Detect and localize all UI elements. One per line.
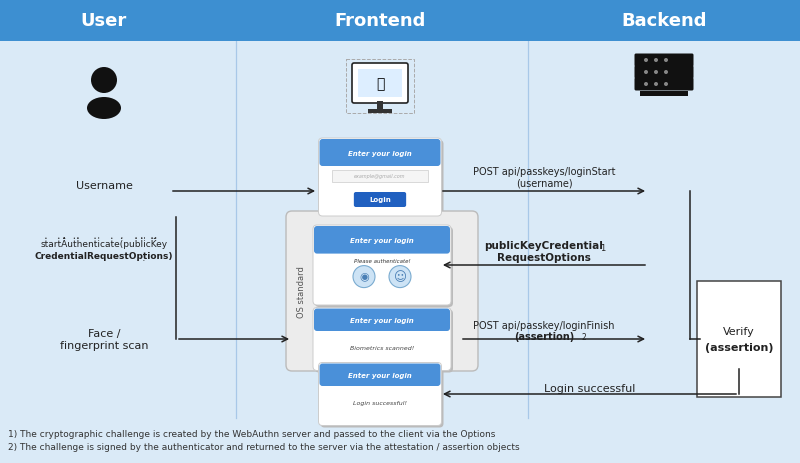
Text: startAuthenticate(publicKey: startAuthenticate(publicKey: [41, 238, 167, 257]
Text: (assertion): (assertion): [514, 332, 574, 341]
Ellipse shape: [87, 98, 121, 120]
Text: Login successful: Login successful: [544, 383, 636, 393]
FancyBboxPatch shape: [314, 309, 450, 332]
Bar: [0, 0, 800, 42]
Circle shape: [644, 71, 648, 75]
Text: OS standard: OS standard: [298, 265, 306, 317]
Text: 2) The challenge is signed by the authenticator and returned to the server via t: 2) The challenge is signed by the authen…: [8, 443, 520, 451]
Text: POST api/passkey/loginFinish: POST api/passkey/loginFinish: [474, 320, 614, 330]
Text: startAuthenticate(: startAuthenticate(: [62, 253, 146, 262]
FancyBboxPatch shape: [634, 66, 694, 79]
Text: Enter your login: Enter your login: [348, 372, 412, 378]
Text: publicKeyCredential
RequestOptions: publicKeyCredential RequestOptions: [485, 241, 603, 262]
Text: User: User: [81, 12, 127, 30]
FancyBboxPatch shape: [321, 141, 443, 219]
FancyBboxPatch shape: [313, 225, 451, 305]
Circle shape: [654, 71, 658, 75]
FancyBboxPatch shape: [321, 365, 443, 427]
Text: 1: 1: [600, 244, 606, 252]
Circle shape: [644, 59, 648, 63]
FancyBboxPatch shape: [315, 227, 453, 307]
FancyBboxPatch shape: [319, 364, 441, 386]
Circle shape: [654, 59, 658, 63]
FancyBboxPatch shape: [354, 193, 406, 207]
Text: Biometrics scanned!: Biometrics scanned!: [350, 345, 414, 350]
FancyBboxPatch shape: [318, 363, 442, 425]
Circle shape: [644, 83, 648, 87]
Text: Backend: Backend: [622, 12, 706, 30]
Circle shape: [664, 71, 668, 75]
Text: startAuthenticate(publicKey: startAuthenticate(publicKey: [41, 237, 167, 246]
Text: CredentialRequestOptions): CredentialRequestOptions): [34, 251, 174, 260]
Bar: [377, 102, 383, 110]
Bar: [358, 70, 402, 98]
Circle shape: [664, 59, 668, 63]
Circle shape: [654, 83, 658, 87]
FancyBboxPatch shape: [352, 64, 408, 104]
Text: example@gmail.com: example@gmail.com: [354, 174, 406, 179]
Text: ◉: ◉: [359, 272, 369, 282]
Text: 1) The cryptographic challenge is created by the WebAuthn server and passed to t: 1) The cryptographic challenge is create…: [8, 430, 495, 438]
FancyBboxPatch shape: [319, 140, 441, 167]
Bar: [640, 92, 688, 97]
Text: 2: 2: [582, 332, 586, 341]
Circle shape: [389, 266, 411, 288]
FancyBboxPatch shape: [634, 54, 694, 67]
FancyBboxPatch shape: [313, 308, 451, 371]
Text: Face /
fingerprint scan: Face / fingerprint scan: [60, 328, 148, 350]
Text: POST api/passkeys/loginStart
(username): POST api/passkeys/loginStart (username): [473, 167, 615, 188]
Text: ☺: ☺: [394, 270, 406, 283]
Text: Enter your login: Enter your login: [348, 150, 412, 156]
Text: Enter your login: Enter your login: [350, 237, 414, 244]
Text: startAuthenticate(publicKey: startAuthenticate(publicKey: [41, 239, 167, 249]
FancyBboxPatch shape: [315, 310, 453, 373]
FancyBboxPatch shape: [332, 171, 428, 182]
Text: Please authenticate!: Please authenticate!: [354, 258, 410, 263]
Text: Login: Login: [369, 197, 391, 203]
FancyBboxPatch shape: [634, 78, 694, 91]
Text: CredentialRequestOptions): CredentialRequestOptions): [34, 250, 174, 259]
Text: Verify: Verify: [723, 326, 755, 336]
FancyBboxPatch shape: [318, 139, 442, 217]
Text: (assertion): (assertion): [705, 342, 774, 352]
FancyBboxPatch shape: [697, 282, 781, 397]
Text: 🔒: 🔒: [376, 77, 384, 91]
Text: Frontend: Frontend: [334, 12, 426, 30]
FancyBboxPatch shape: [314, 226, 450, 254]
Circle shape: [353, 266, 375, 288]
Text: Enter your login: Enter your login: [350, 317, 414, 323]
Circle shape: [91, 68, 117, 94]
Text: Login successful!: Login successful!: [353, 400, 407, 405]
Bar: [368, 110, 392, 114]
FancyBboxPatch shape: [286, 212, 478, 371]
Circle shape: [664, 83, 668, 87]
Text: Username: Username: [75, 181, 133, 191]
